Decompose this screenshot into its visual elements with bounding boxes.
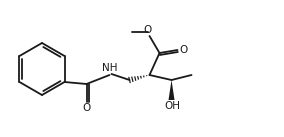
Text: NH: NH: [102, 63, 117, 73]
Text: O: O: [143, 25, 152, 35]
Text: O: O: [179, 45, 188, 55]
Text: O: O: [82, 103, 91, 113]
Polygon shape: [168, 80, 174, 100]
Text: OH: OH: [164, 101, 181, 111]
